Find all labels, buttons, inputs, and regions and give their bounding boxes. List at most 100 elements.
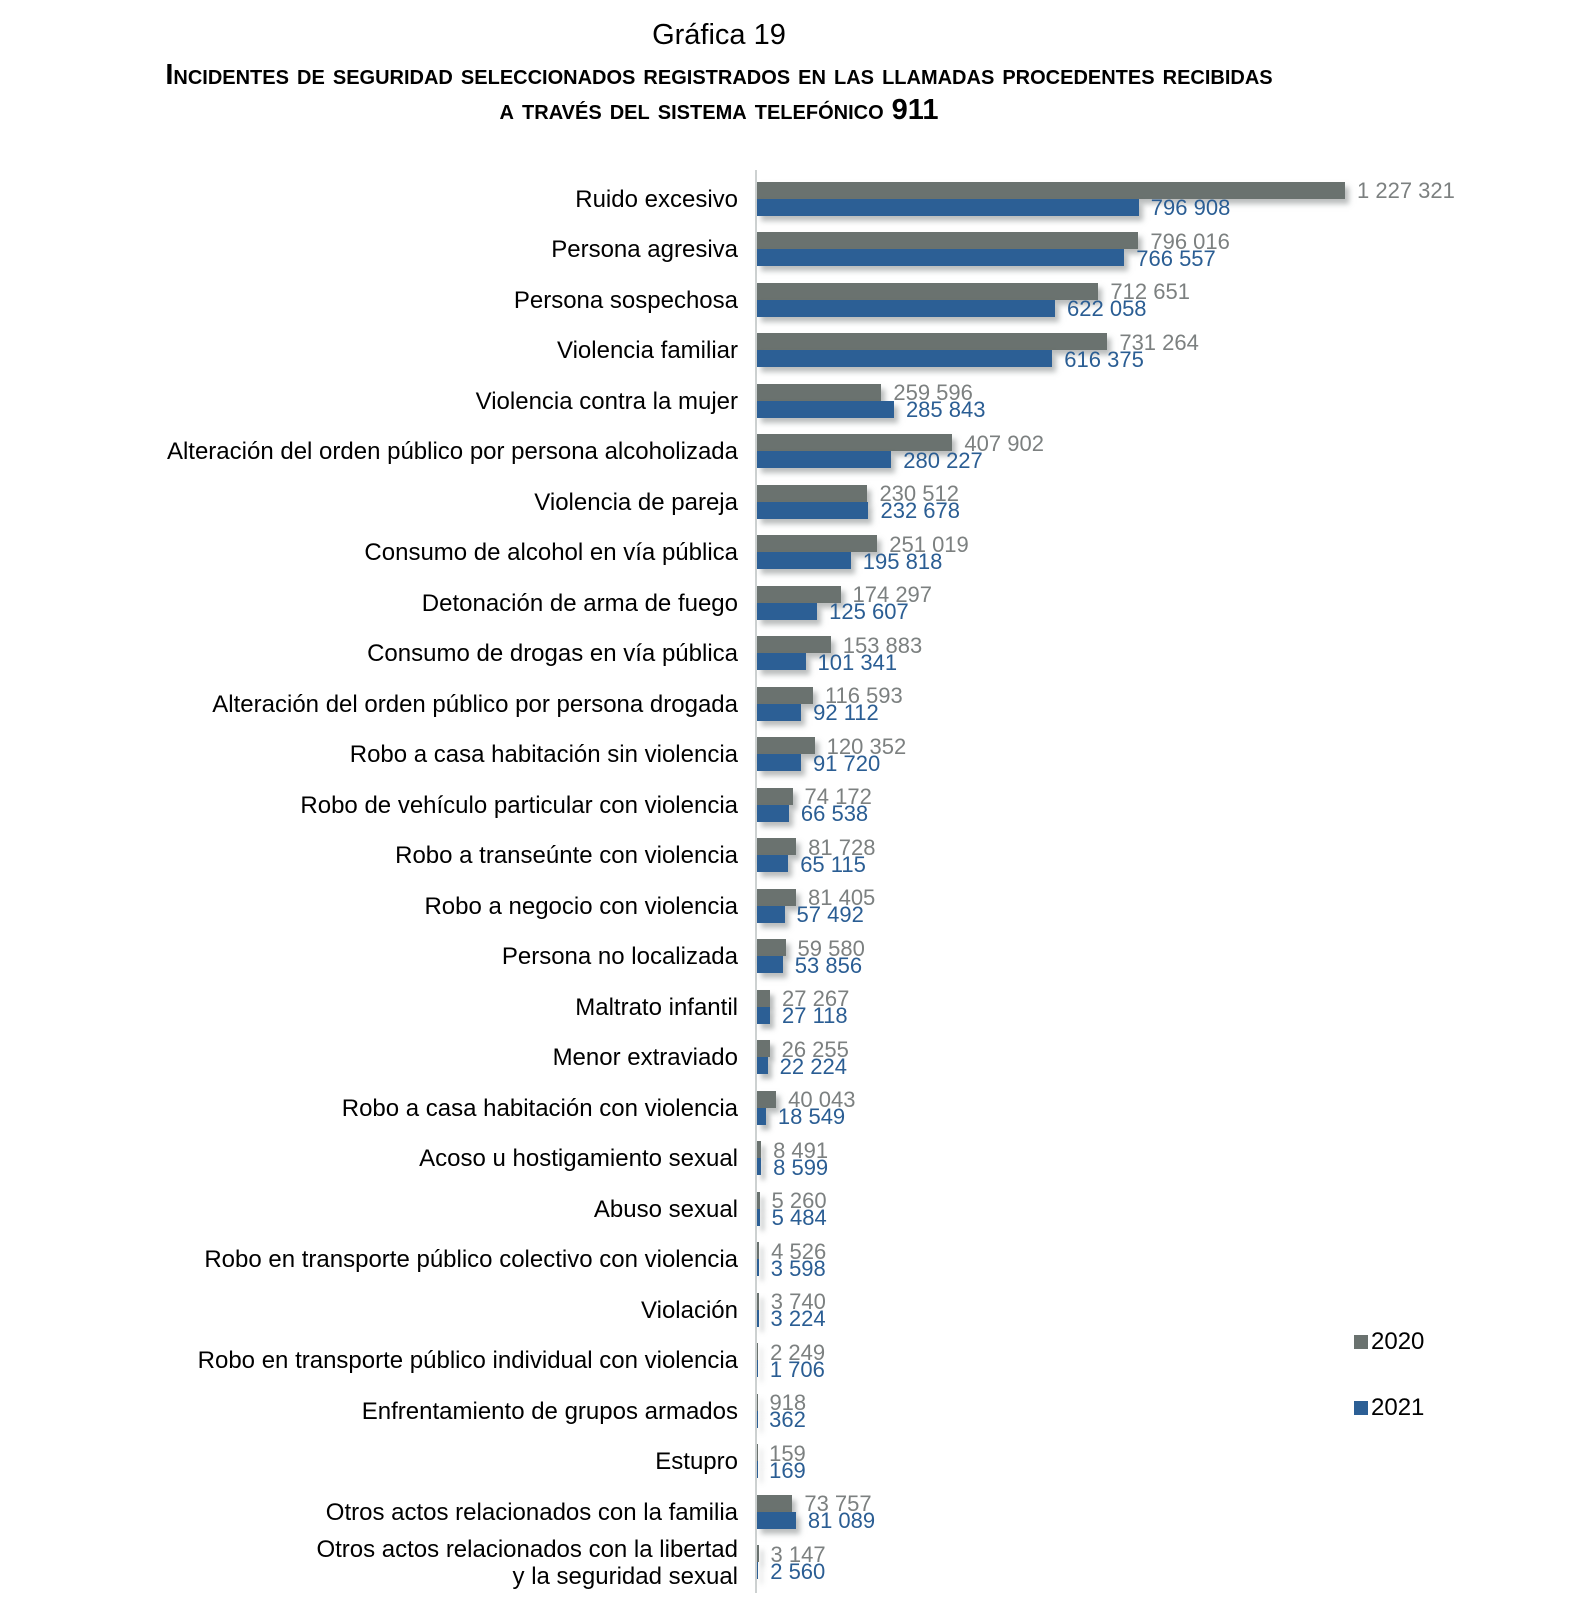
value-label-2021: 91 720	[812, 750, 881, 776]
bar-2021	[757, 1360, 758, 1378]
chart-row: Persona no localizada 59 580 53 856	[0, 932, 1578, 983]
bar-2021	[757, 905, 785, 923]
chart-rows: Ruido excesivo 1 227 321 796 908 Persona ag…	[0, 174, 1578, 1590]
value-label-2020: 159	[769, 1440, 806, 1466]
value-label-2021: 616 375	[1064, 346, 1144, 372]
plot-area: 74 172 66 538	[756, 780, 1578, 831]
bar-2021	[757, 1107, 766, 1125]
plot-area: 3 147 2 560	[756, 1538, 1578, 1589]
bar-2020	[757, 1090, 777, 1108]
chart-row: Violación 3 740 3 224	[0, 1285, 1578, 1336]
chart-row: Consumo de alcohol en vía pública 251 019…	[0, 528, 1578, 579]
chart-row: Detonación de arma de fuego 174 297 125 60…	[0, 578, 1578, 629]
bar-2020	[757, 636, 831, 654]
plot-area: 40 043 18 549	[756, 1083, 1578, 1134]
bar-2021	[757, 198, 1139, 216]
chart-row: Enfrentamiento de grupos armados 918 362	[0, 1386, 1578, 1437]
plot-area: 2 249 1 706	[756, 1336, 1578, 1387]
plot-area: 712 651 622 058	[756, 275, 1578, 326]
category-label: Violación	[641, 1296, 738, 1324]
chart-row: Robo en transporte público individual co…	[0, 1336, 1578, 1387]
chart-row: Otros actos relacionados con la libertad…	[0, 1535, 1578, 1590]
value-label-2020: 1 227 321	[1357, 178, 1455, 203]
bar-2021	[757, 703, 802, 721]
chart-row: Persona sospechosa 712 651 622 058	[0, 275, 1578, 326]
bar-2021	[757, 1511, 796, 1529]
value-label-2021: 27 118	[781, 1003, 848, 1028]
chart-row: Acoso u hostigamiento sexual 8 491 8 599	[0, 1134, 1578, 1185]
bar-2021	[757, 754, 801, 772]
bar-2021	[757, 1208, 760, 1226]
value-label-2020: 8 491	[773, 1137, 829, 1163]
bar-2020	[757, 333, 1108, 351]
bar-2020	[757, 1494, 793, 1512]
bar-2020	[757, 383, 882, 401]
chart-row: Robo de vehículo particular con violenci…	[0, 780, 1578, 831]
legend: 2020 2021	[1354, 1328, 1424, 1422]
value-label-2021: 92 112	[813, 700, 879, 725]
bar-2020	[757, 888, 796, 906]
bar-2020	[757, 1545, 759, 1563]
category-label: Maltrato infantil	[575, 993, 738, 1021]
chart-title-line1: Incidentes de seguridad seleccionados re…	[165, 59, 1273, 91]
value-label-2021: 1 706	[769, 1356, 825, 1382]
value-label-2021: 285 843	[905, 397, 986, 422]
bar-2020	[757, 484, 868, 502]
legend-item-2020: 2020	[1354, 1328, 1424, 1356]
title-block: Gráfica 19 Incidentes de seguridad selec…	[0, 0, 1578, 128]
value-label-2021: 280 227	[903, 447, 983, 473]
plot-area: 174 297 125 607	[756, 578, 1578, 629]
category-axis-line	[755, 170, 757, 1593]
bar-2021	[757, 501, 869, 519]
plot-area: 918 362	[756, 1386, 1578, 1437]
bar-2020	[757, 434, 953, 452]
category-label: Persona agresiva	[551, 236, 738, 264]
category-label: Robo a casa habitación sin violencia	[349, 741, 738, 769]
category-label: Detonación de arma de fuego	[421, 589, 738, 617]
chart-row: Otros actos relacionados con la familia 7…	[0, 1487, 1578, 1538]
value-label-2020: 153 883	[842, 632, 923, 658]
category-label: Consumo de alcohol en vía pública	[364, 539, 738, 567]
chart-row: Consumo de drogas en vía pública 153 883 1…	[0, 629, 1578, 680]
chart-row: Violencia de pareja 230 512 232 678	[0, 477, 1578, 528]
bar-2021	[757, 400, 894, 418]
plot-area: 3 740 3 224	[756, 1285, 1578, 1336]
bar-2020	[757, 838, 797, 856]
chart-row: Violencia familiar 731 264 616 375	[0, 326, 1578, 377]
bar-2021	[757, 1057, 768, 1075]
chart-row: Robo en transporte público colectivo con…	[0, 1235, 1578, 1286]
bar-2021	[757, 1158, 762, 1176]
chart-title-line2: a través del sistema telefónico 911	[499, 94, 939, 126]
category-label: Enfrentamiento de grupos armados	[361, 1397, 738, 1425]
bar-2021	[757, 249, 1125, 267]
plot-area: 8 491 8 599	[756, 1134, 1578, 1185]
bar-2021	[757, 653, 806, 671]
value-label-2020: 74 172	[804, 784, 872, 809]
category-label: Robo en transporte público colectivo con…	[204, 1246, 738, 1274]
bar-2020	[757, 232, 1139, 250]
plot-area: 4 526 3 598	[756, 1235, 1578, 1286]
value-label-2021: 81 089	[807, 1508, 876, 1533]
plot-area: 1 227 321 796 908	[756, 174, 1578, 225]
plot-area: 796 016 766 557	[756, 225, 1578, 276]
plot-area: 116 593 92 112	[756, 679, 1578, 730]
bar-2020	[757, 989, 771, 1007]
value-label-2021: 2 560	[770, 1558, 826, 1584]
value-label-2020: 116 593	[824, 683, 903, 708]
value-label-2021: 18 549	[777, 1104, 846, 1129]
legend-swatch-2020-icon	[1354, 1335, 1368, 1349]
chart-row: Ruido excesivo 1 227 321 796 908	[0, 174, 1578, 225]
category-label: Alteración del orden público por persona…	[166, 438, 738, 466]
category-label: Otros actos relacionados con la familia	[325, 1498, 738, 1526]
plot-area: 59 580 53 856	[756, 932, 1578, 983]
value-label-2020: 918	[769, 1390, 807, 1415]
value-label-2021: 57 492	[796, 902, 864, 927]
plot-area: 27 267 27 118	[756, 982, 1578, 1033]
chart-row: Alteración del orden público por persona…	[0, 679, 1578, 730]
bar-2021	[757, 855, 789, 873]
value-label-2021: 5 484	[771, 1205, 827, 1230]
category-label: Otros actos relacionados con la libertad…	[316, 1535, 738, 1590]
value-label-2020: 174 297	[852, 582, 933, 607]
category-label: Persona sospechosa	[513, 286, 738, 314]
bar-2021	[757, 956, 783, 974]
